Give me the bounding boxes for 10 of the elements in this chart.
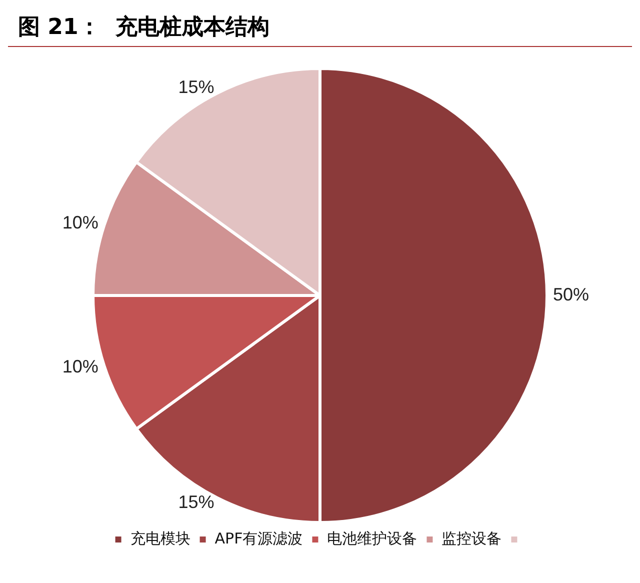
data-label: 50% [553, 284, 590, 304]
legend-label: 监控设备 [442, 529, 502, 548]
data-label: 15% [178, 76, 214, 97]
data-label: 10% [62, 356, 98, 376]
legend-label: 电池维护设备 [327, 529, 418, 548]
chart-title: 图 21： 充电桩成本结构 [8, 8, 632, 47]
legend-label: 充电模块 [130, 529, 190, 548]
legend-label: APF有源滤波 [214, 529, 303, 548]
data-label: 15% [178, 492, 214, 512]
data-label: 10% [62, 212, 98, 232]
